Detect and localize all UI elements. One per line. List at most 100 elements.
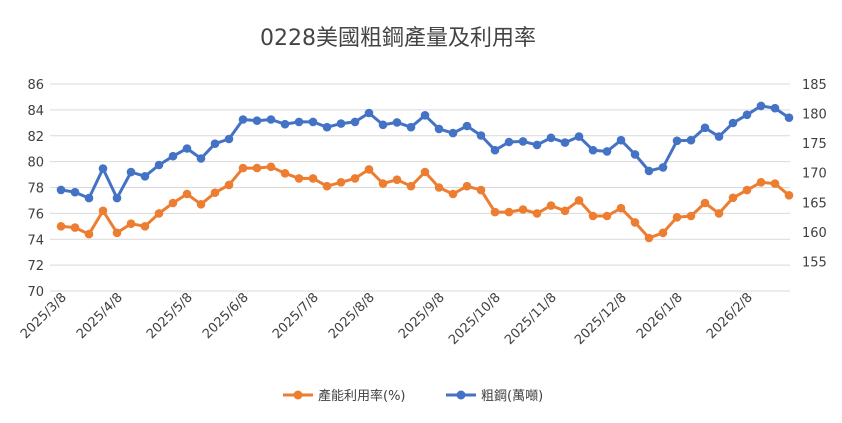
right-y-tick-label: 170 xyxy=(802,167,827,182)
crude-steel-point xyxy=(98,164,108,173)
utilization-point xyxy=(350,174,360,183)
utilization-point xyxy=(70,223,80,232)
crude-steel-point xyxy=(56,185,66,195)
chart-title: 0228美國粗鋼產量及利用率 xyxy=(260,26,536,51)
crude-steel-point xyxy=(252,116,262,125)
crude-steel-line xyxy=(60,104,790,200)
utilization-point xyxy=(462,181,472,191)
left-y-tick-label: 70 xyxy=(27,285,44,300)
crude-steel-point xyxy=(378,120,388,130)
crude-steel-point xyxy=(588,145,598,155)
utilization-point xyxy=(700,198,710,208)
x-tick-label: 2025/5/8 xyxy=(144,290,196,342)
x-tick-label: 2025/10/8 xyxy=(446,290,504,348)
crude-steel-point xyxy=(770,103,780,113)
left-y-axis: 70 72 74 76 78 80 82 84 86 xyxy=(27,78,44,300)
crude-steel-point xyxy=(462,121,472,131)
crude-steel-point xyxy=(518,137,528,146)
crude-steel-point xyxy=(126,167,136,177)
crude-steel-point xyxy=(210,139,220,148)
crude-steel-point xyxy=(616,135,626,145)
crude-steel-point xyxy=(630,150,640,159)
utilization-point xyxy=(546,201,556,210)
utilization-point xyxy=(518,205,528,214)
utilization-point xyxy=(210,188,220,197)
right-y-tick-label: 185 xyxy=(802,78,827,93)
crude-steel-point xyxy=(182,144,192,153)
utilization-point xyxy=(322,181,332,191)
utilization-point xyxy=(392,175,402,184)
utilization-point xyxy=(448,189,458,199)
crude-steel-point xyxy=(686,135,696,145)
utilization-point xyxy=(154,209,164,218)
utilization-point xyxy=(574,196,584,205)
utilization-point xyxy=(406,181,416,191)
crude-steel-point xyxy=(560,138,570,147)
utilization-point xyxy=(224,180,234,190)
right-y-axis: 155 160 165 170 175 180 185 xyxy=(802,78,827,270)
legend-crude-steel-label: 粗鋼(萬噸) xyxy=(481,389,543,404)
left-y-tick-label: 86 xyxy=(27,78,44,93)
crude-steel-point xyxy=(336,119,346,128)
left-y-tick-label: 78 xyxy=(27,182,44,197)
crude-steel-point xyxy=(308,117,318,127)
utilization-point xyxy=(378,179,388,188)
utilization-point xyxy=(560,206,570,216)
x-tick-label: 2026/2/8 xyxy=(704,290,756,342)
utilization-point xyxy=(182,189,192,199)
crude-steel-point xyxy=(112,193,122,203)
utilization-point xyxy=(658,228,668,238)
utilization-point xyxy=(756,178,766,187)
legend-utilization-label: 產能利用率(%) xyxy=(318,388,406,404)
utilization-point xyxy=(784,191,794,200)
crude-steel-point xyxy=(392,118,402,127)
utilization-point xyxy=(112,228,122,238)
crude-steel-point xyxy=(490,145,500,155)
utilization-point xyxy=(140,222,150,231)
utilization-point xyxy=(630,218,640,227)
x-axis: 2025/3/8 2025/4/8 2025/5/8 2025/6/8 2025/7/8… xyxy=(18,290,756,348)
x-tick-label: 2025/12/8 xyxy=(572,290,630,348)
utilization-point xyxy=(728,193,738,203)
series-layer xyxy=(56,101,794,243)
crude-steel-point xyxy=(602,147,612,156)
x-tick-label: 2025/9/8 xyxy=(396,290,448,342)
crude-steel-point xyxy=(168,151,178,161)
utilization-point xyxy=(364,165,374,174)
utilization-point xyxy=(588,211,598,221)
crude-steel-point xyxy=(728,118,738,128)
crude-steel-point xyxy=(406,122,416,132)
utilization-point xyxy=(252,163,262,173)
left-y-tick-label: 72 xyxy=(27,259,44,274)
x-tick-label: 2025/6/8 xyxy=(200,290,252,342)
gridlines xyxy=(50,83,790,292)
right-y-tick-label: 180 xyxy=(802,108,827,123)
right-y-tick-label: 175 xyxy=(802,137,827,152)
crude-steel-point xyxy=(140,172,150,181)
crude-steel-point xyxy=(224,134,234,144)
utilization-point xyxy=(644,233,654,243)
crude-steel-point xyxy=(350,117,360,127)
crude-steel-point xyxy=(364,108,374,118)
crude-steel-point xyxy=(504,137,514,147)
left-y-tick-label: 76 xyxy=(27,207,44,222)
utilization-point xyxy=(532,209,542,218)
crude-steel-point xyxy=(322,122,332,132)
crude-steel-point xyxy=(154,160,164,170)
crude-steel-point xyxy=(644,166,654,176)
crude-steel-point xyxy=(700,123,710,133)
utilization-point xyxy=(476,185,486,195)
crude-steel-point xyxy=(238,115,248,124)
legend-item-crude-steel[interactable]: 粗鋼(萬噸) xyxy=(446,389,543,404)
legend-item-utilization[interactable]: 產能利用率(%) xyxy=(283,388,406,404)
utilization-point xyxy=(84,229,94,239)
utilization-point xyxy=(504,207,514,217)
crude-steel-point xyxy=(280,119,290,129)
crude-steel-point xyxy=(448,128,458,138)
crude-steel-point xyxy=(434,124,444,134)
utilization-point xyxy=(490,207,500,217)
legend-utilization-marker xyxy=(293,390,303,400)
utilization-point xyxy=(686,211,696,221)
right-y-tick-label: 155 xyxy=(802,255,827,270)
